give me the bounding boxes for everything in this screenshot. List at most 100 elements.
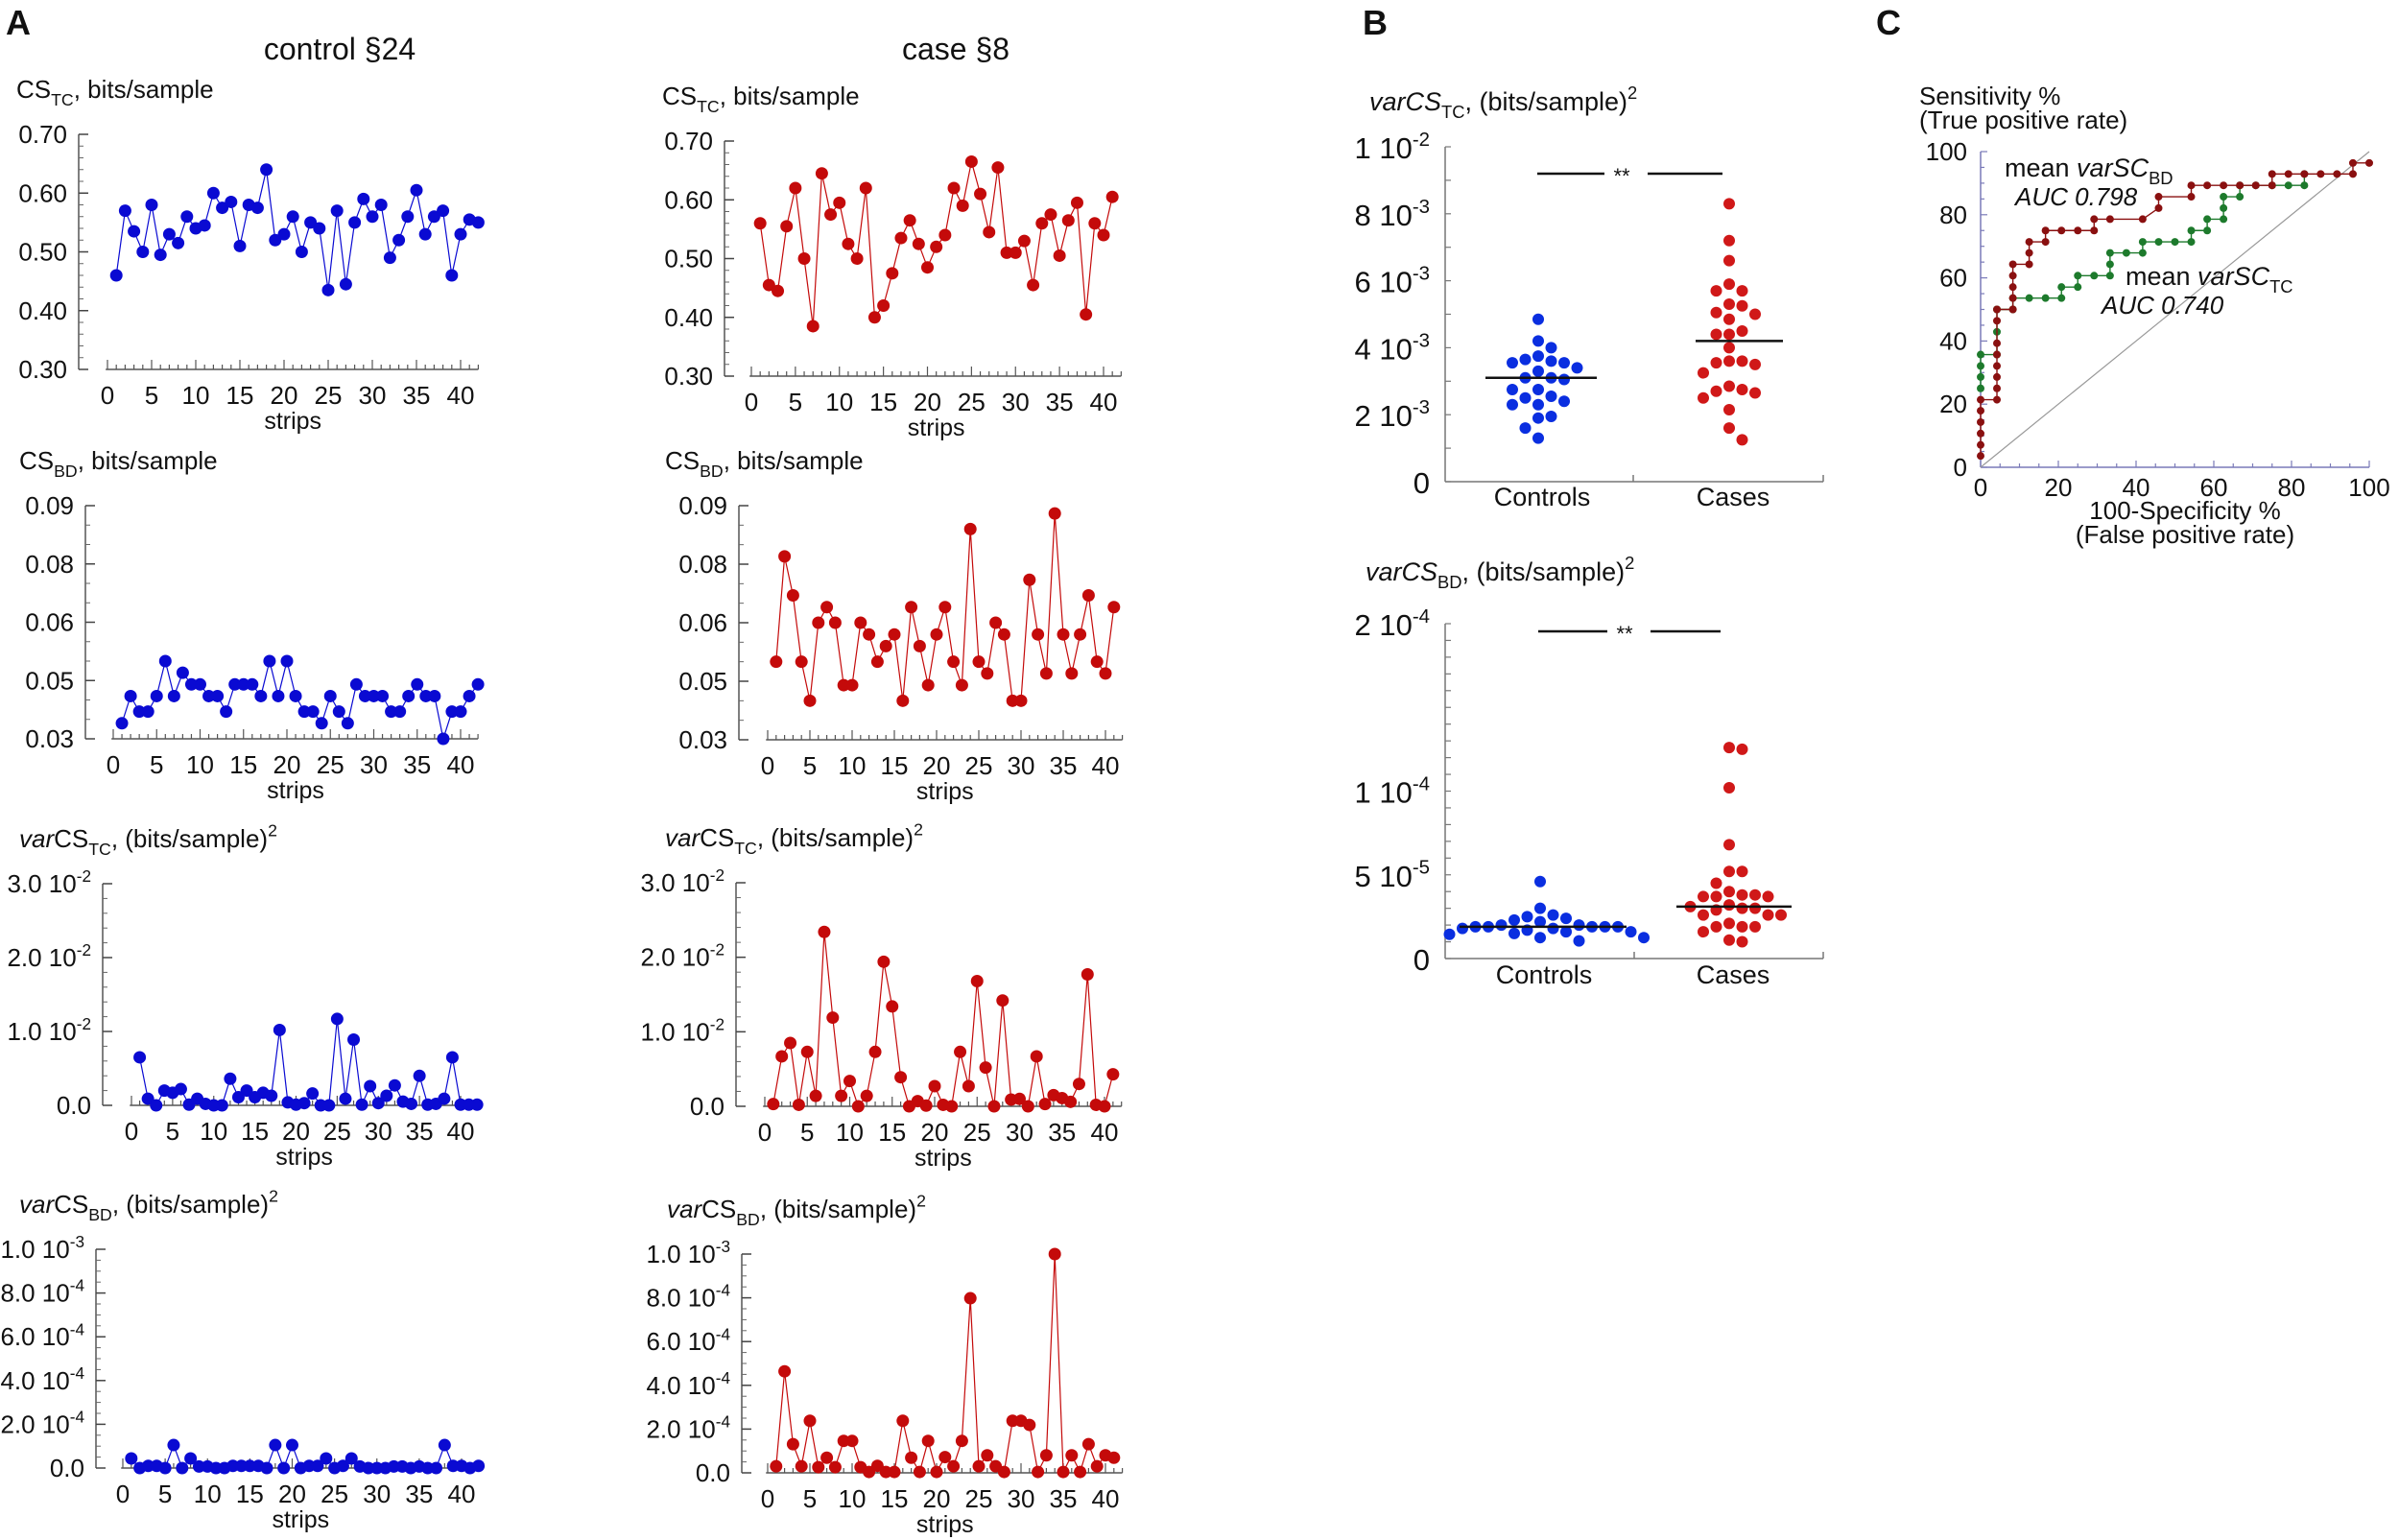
x-tick-label: 35 <box>1048 1118 1076 1147</box>
data-point <box>167 689 180 702</box>
x-tick-label: 15 <box>229 750 257 779</box>
x-axis-label-sub: (False positive rate) <box>2076 520 2294 549</box>
roc-point <box>2300 181 2309 190</box>
data-point-cases <box>1749 387 1761 399</box>
tick-label: 0.03 <box>25 724 74 753</box>
data-point <box>1107 601 1121 614</box>
tick-label-mantissa: 0.0 <box>690 1092 724 1121</box>
data-point <box>313 222 326 235</box>
data-point-controls <box>1638 932 1650 944</box>
data-point-controls <box>1508 927 1520 939</box>
data-point <box>286 210 299 224</box>
x-axis-label: strips <box>267 777 324 804</box>
roc-point <box>1977 429 1984 438</box>
x-tick-label: 10 <box>836 1118 864 1147</box>
roc-point <box>2008 272 2017 280</box>
roc-point <box>2316 170 2325 178</box>
data-point-controls <box>1507 357 1518 369</box>
title-segment: TC <box>697 97 720 116</box>
roc-point <box>2138 238 2147 247</box>
roc-point <box>2138 249 2147 257</box>
tick-label: 0.06 <box>25 608 74 637</box>
data-point <box>996 994 1009 1007</box>
data-point <box>392 233 406 247</box>
data-point <box>1090 1459 1104 1473</box>
data-point <box>472 1459 486 1473</box>
tick-label: 2 10-3 <box>1354 396 1430 433</box>
data-point <box>795 1459 808 1473</box>
tick-label-exponent: -2 <box>710 1014 724 1033</box>
significance-marker: ** <box>1616 622 1633 646</box>
tick-label: 0.0 <box>50 1454 84 1482</box>
title-segment: BD <box>700 462 724 481</box>
roc-point <box>1977 395 1984 404</box>
data-point-cases <box>1723 198 1735 210</box>
data-point <box>800 1045 814 1058</box>
x-tick-label: 100 <box>2348 473 2389 502</box>
data-point-cases <box>1749 358 1761 370</box>
x-tick-label: 0 <box>761 751 774 780</box>
series-label: mean varSCBD <box>2005 154 2173 188</box>
title-segment: CS <box>700 823 734 852</box>
data-point-cases <box>1736 865 1748 878</box>
x-tick-label: 20 <box>921 1118 949 1147</box>
x-tick-label: 30 <box>363 1480 391 1508</box>
data-point <box>330 1012 344 1026</box>
data-point-cases <box>1710 285 1722 297</box>
data-point <box>341 717 354 730</box>
data-point-controls <box>1457 922 1468 935</box>
tick-label: 0.50 <box>18 238 67 267</box>
title-segment: 2 <box>1625 553 1634 573</box>
data-point-cases <box>1698 367 1709 379</box>
data-point <box>176 1461 189 1475</box>
data-point <box>184 677 198 691</box>
tick-label: 0.40 <box>18 296 67 325</box>
data-point <box>202 689 216 702</box>
data-point <box>970 975 984 988</box>
tick-label: 0.05 <box>25 666 74 695</box>
tick-label-exponent: -4 <box>70 1276 85 1295</box>
data-point-controls <box>1545 410 1557 422</box>
title-segment: , bits/sample <box>724 446 864 475</box>
roc-point <box>2090 226 2099 235</box>
data-point <box>1044 208 1057 222</box>
roc-point <box>2284 181 2292 190</box>
data-point <box>344 1452 358 1465</box>
data-point <box>437 204 450 218</box>
data-point-cases <box>1736 434 1748 446</box>
x-axis-label: strips <box>914 1145 972 1172</box>
roc-point <box>1993 362 2002 370</box>
data-point <box>383 251 396 265</box>
x-tick-label: 30 <box>365 1117 392 1146</box>
data-point-controls <box>1545 342 1557 354</box>
data-point <box>888 628 901 641</box>
data-point <box>1057 628 1070 641</box>
chart-title: CSTC, bits/sample <box>16 75 214 109</box>
x-tick-label: 60 <box>2200 473 2228 502</box>
title-segment: mean <box>2126 262 2197 291</box>
data-point <box>277 227 291 241</box>
data-point <box>184 1452 198 1465</box>
roc-point <box>1993 317 2002 325</box>
data-point-controls <box>1521 911 1533 923</box>
roc-point <box>2105 272 2114 280</box>
data-point <box>332 705 345 719</box>
data-point <box>322 1099 336 1112</box>
roc-point <box>2025 260 2033 269</box>
tick-label-exponent: -3 <box>1413 196 1430 218</box>
roc-point <box>1977 350 1984 359</box>
x-tick-label: 40 <box>1092 1484 1120 1513</box>
tick-label-mantissa: 0.06 <box>678 608 727 637</box>
data-point <box>1017 234 1031 248</box>
data-point-controls <box>1532 432 1544 444</box>
data-point <box>311 1459 324 1473</box>
x-tick-label: 25 <box>315 381 343 410</box>
data-point <box>770 1459 783 1473</box>
data-point <box>180 210 194 224</box>
tick-label-mantissa: 6 10 <box>1354 266 1412 299</box>
tick-label-mantissa: 0.03 <box>678 725 727 754</box>
data-point <box>1048 507 1061 520</box>
data-point-cases <box>1723 298 1735 311</box>
